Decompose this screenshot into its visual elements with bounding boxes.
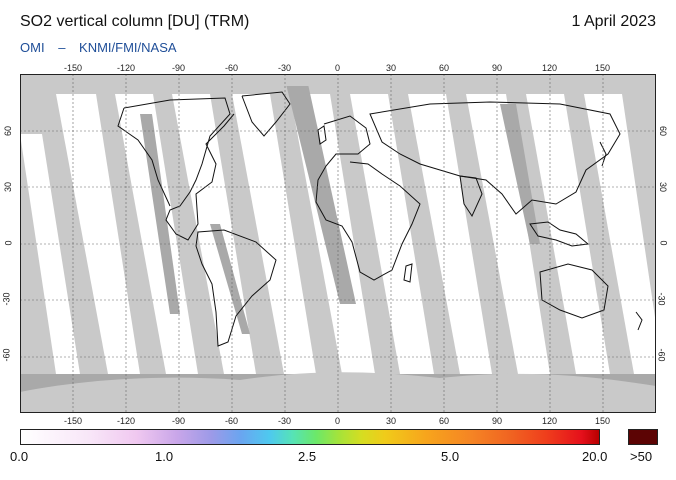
lon-tick-bottom: 60	[439, 416, 450, 426]
map-frame	[20, 74, 656, 413]
lon-tick-top: -90	[172, 63, 186, 73]
lat-tick-left: 0	[3, 240, 14, 246]
lon-tick-bottom: 0	[335, 416, 341, 426]
lon-tick-top: 120	[542, 63, 558, 73]
overflow-label: >50	[630, 449, 653, 464]
orbit-swaths	[20, 94, 656, 374]
lat-tick-left: 30	[3, 181, 14, 193]
map-title: SO2 vertical column [DU] (TRM)	[20, 13, 250, 30]
credit-omi: OMI	[20, 40, 45, 55]
lat-tick-right: -60	[656, 348, 667, 362]
lon-tick-bottom: 30	[386, 416, 397, 426]
lon-tick-top: 0	[335, 63, 341, 73]
lon-tick-bottom: 150	[595, 416, 611, 426]
lon-tick-bottom: -30	[278, 416, 292, 426]
lat-tick-left: 60	[3, 125, 14, 137]
lat-tick-right: 60	[658, 125, 669, 137]
lon-tick-bottom: -120	[117, 416, 136, 426]
lon-tick-bottom: -90	[172, 416, 186, 426]
lon-tick-top: -120	[117, 63, 136, 73]
lon-tick-bottom: 120	[542, 416, 558, 426]
lon-tick-top: 60	[439, 63, 450, 73]
lon-tick-top: -30	[278, 63, 292, 73]
lon-tick-bottom: -60	[225, 416, 239, 426]
lat-tick-right: 30	[658, 181, 669, 193]
lat-tick-right: 0	[658, 240, 669, 246]
lon-tick-top: 150	[595, 63, 611, 73]
graticule	[20, 74, 656, 413]
lon-tick-top: -60	[225, 63, 239, 73]
so2-map	[20, 74, 656, 413]
swath-gaps	[140, 84, 540, 334]
scale-label: 0.0	[10, 449, 29, 464]
scale-label: 5.0	[441, 449, 460, 464]
lon-tick-bottom: 90	[492, 416, 503, 426]
scale-label: 1.0	[155, 449, 174, 464]
lon-tick-top: -150	[64, 63, 83, 73]
color-scale-bar	[20, 429, 600, 445]
lon-tick-top: 30	[386, 63, 397, 73]
coastlines	[117, 91, 643, 347]
credit-dash: –	[58, 40, 66, 55]
scale-label: 20.0	[582, 449, 608, 464]
credit-agencies: KNMI/FMI/NASA	[79, 40, 177, 55]
lon-tick-top: 90	[492, 63, 503, 73]
lat-tick-left: -30	[1, 292, 12, 306]
overflow-color-box	[628, 429, 658, 445]
lat-tick-right: -30	[656, 292, 667, 306]
lat-tick-left: -60	[1, 348, 12, 362]
lon-tick-bottom: -150	[64, 416, 83, 426]
credits: OMI – KNMI/FMI/NASA	[20, 40, 187, 55]
scale-label: 2.5	[298, 449, 317, 464]
map-date: 1 April 2023	[571, 13, 656, 30]
